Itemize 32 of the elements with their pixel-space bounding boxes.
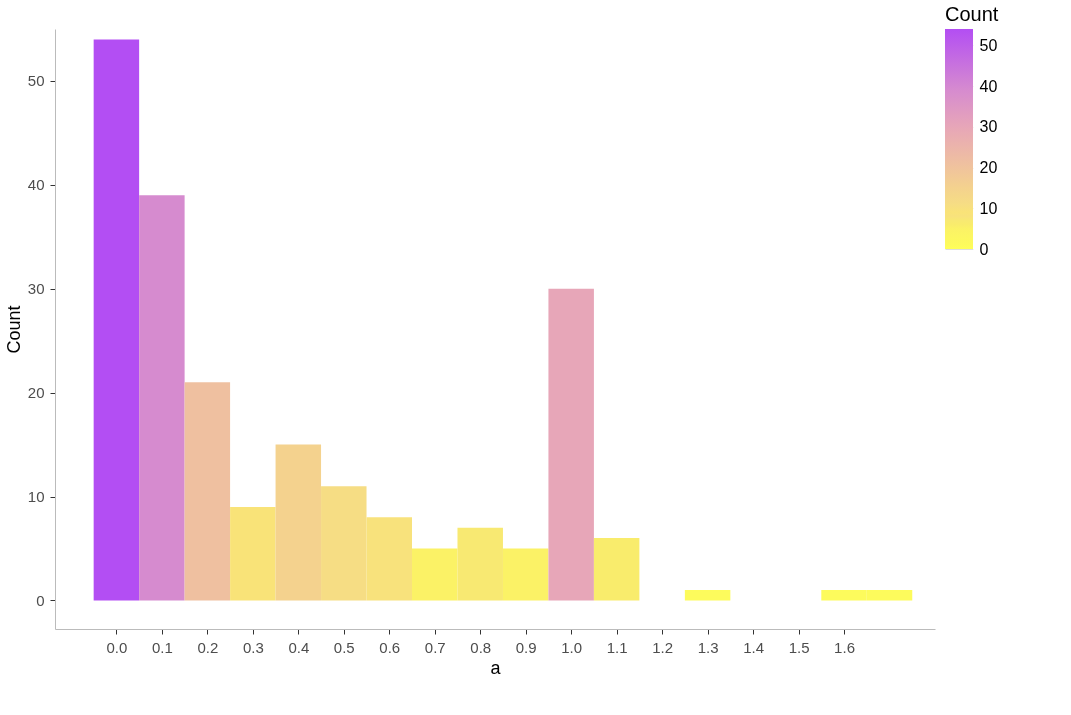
x-tick-label: 1.4	[743, 638, 765, 656]
color-bar-label: 30	[979, 118, 998, 136]
color-bar-label: 50	[979, 36, 998, 54]
x-tick-label: 0.5	[333, 638, 355, 656]
y-tick-label: 30	[27, 280, 45, 298]
x-tick-label: 0.4	[288, 638, 310, 656]
x-tick-label: 1.5	[788, 638, 810, 656]
legend-title: Count	[945, 3, 999, 25]
y-tick-label: 0	[36, 591, 45, 609]
x-tick-label: 0.7	[424, 638, 446, 656]
x-tick-label: 1.6	[834, 638, 855, 656]
x-tick-label: 1.2	[652, 638, 674, 656]
x-tick-label: 1.3	[697, 638, 719, 656]
x-tick-label: 0.0	[106, 638, 128, 656]
y-axis-title: Count	[3, 305, 24, 354]
color-bar-label: 0	[979, 240, 989, 258]
y-tick-label: 40	[27, 176, 45, 194]
x-tick-label: 0.6	[379, 638, 401, 656]
x-tick-label: 0.1	[151, 638, 173, 656]
color-bar-label: 40	[979, 77, 998, 95]
x-axis-title: a	[490, 657, 502, 678]
color-bar-label: 10	[979, 199, 998, 217]
x-tick-label: 1.1	[606, 638, 628, 656]
color-bar-label: 20	[979, 159, 998, 177]
x-tick-label: 0.3	[242, 638, 264, 656]
x-tick-label: 0.9	[515, 638, 537, 656]
x-tick-label: 0.2	[197, 638, 219, 656]
y-tick-label: 20	[27, 384, 45, 402]
x-tick-label: 1.0	[561, 638, 583, 656]
x-tick-label: 0.8	[470, 638, 492, 656]
y-tick-label: 10	[27, 488, 45, 506]
y-tick-label: 50	[27, 72, 45, 90]
